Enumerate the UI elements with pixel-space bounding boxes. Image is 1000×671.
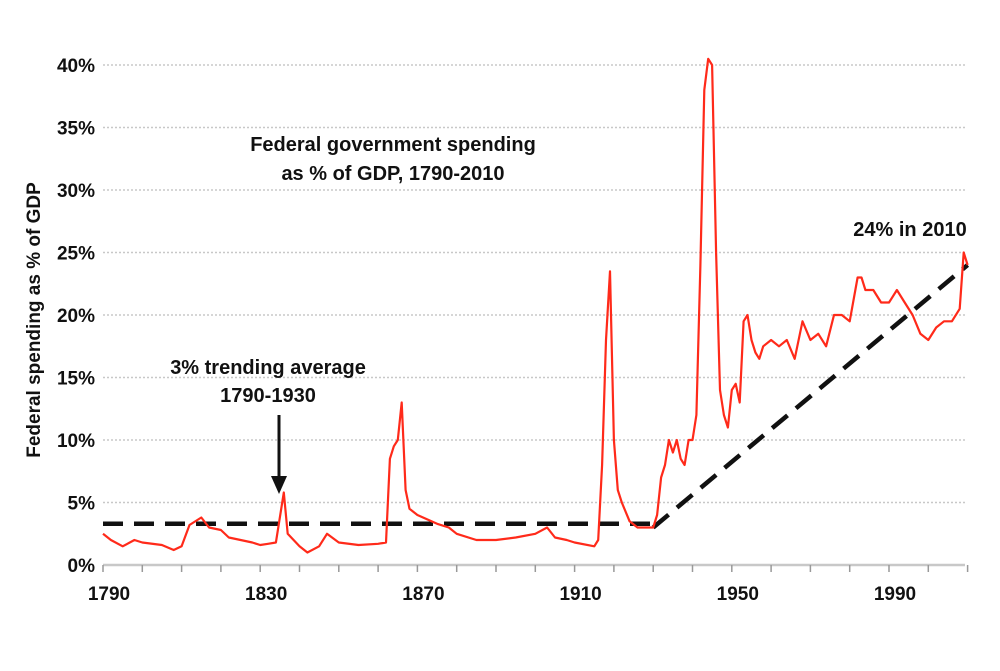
y-axis: 0% 5% 10% 15% 20% 25% 30% 35% 40% <box>57 56 95 577</box>
y-tick-label: 35% <box>57 119 95 140</box>
y-tick-label: 30% <box>57 181 95 202</box>
x-axis: 1790 1830 1870 1910 1950 1990 <box>88 565 969 605</box>
y-tick-label: 25% <box>57 244 95 265</box>
y-tick-label: 10% <box>57 431 95 452</box>
x-tick-label: 1870 <box>402 584 444 605</box>
trend-annotation-line-1: 3% trending average <box>170 357 366 379</box>
x-tick-label: 1910 <box>559 584 601 605</box>
trend-lines <box>103 263 970 530</box>
end-annotation: 24% in 2010 <box>853 219 966 241</box>
chart-title-line-1: Federal government spending <box>250 134 536 156</box>
series-line <box>102 57 969 554</box>
y-tick-label: 0% <box>68 556 96 577</box>
trend-annotation-line-2: 1790-1930 <box>220 385 316 407</box>
y-tick-label: 15% <box>57 369 95 390</box>
x-tick-label: 1990 <box>874 584 916 605</box>
x-tick-label: 1950 <box>717 584 759 605</box>
arrow-icon <box>271 415 287 494</box>
x-tick-label: 1790 <box>88 584 130 605</box>
chart-title-line-2: as % of GDP, 1790-2010 <box>281 163 504 185</box>
trend-line <box>651 263 970 530</box>
y-tick-label: 40% <box>57 56 95 77</box>
gridlines <box>103 64 965 567</box>
y-tick-label: 20% <box>57 306 95 327</box>
y-tick-label: 5% <box>68 494 96 515</box>
x-tick-label: 1830 <box>245 584 287 605</box>
y-axis-label: Federal spending as % of GDP <box>24 182 45 458</box>
